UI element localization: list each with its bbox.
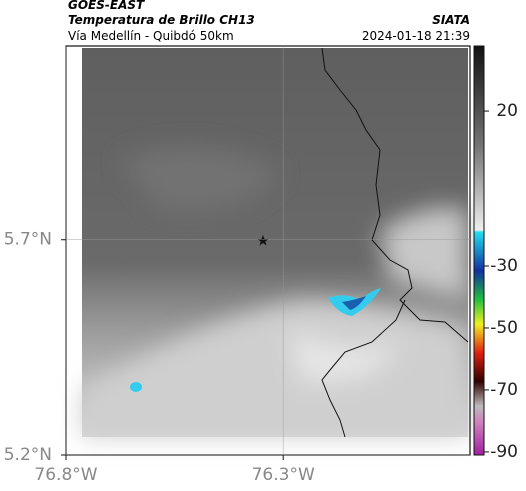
y-tick-label: 5.2°N xyxy=(4,445,52,465)
y-tick-label: 5.7°N xyxy=(4,230,52,250)
x-tick-label: 76.3°W xyxy=(252,465,315,485)
datetime: 2024-01-18 21:39 xyxy=(362,29,470,43)
product: Temperatura de Brillo CH13 xyxy=(68,13,255,27)
colorbar-label: -70 xyxy=(490,380,518,400)
map-imagery xyxy=(82,47,469,438)
region: Vía Medellín - Quibdó 50km xyxy=(68,29,234,43)
colorbar-label: -50 xyxy=(490,318,518,338)
satellite: GOES-EAST xyxy=(68,0,145,12)
source: SIATA xyxy=(432,13,470,27)
colorbar xyxy=(473,45,485,456)
colorbar-label: -90 xyxy=(490,442,518,462)
x-tick-label: 76.8°W xyxy=(34,465,97,485)
colorbar-label: 20 xyxy=(496,101,518,121)
colorbar-label: -30 xyxy=(490,256,518,276)
